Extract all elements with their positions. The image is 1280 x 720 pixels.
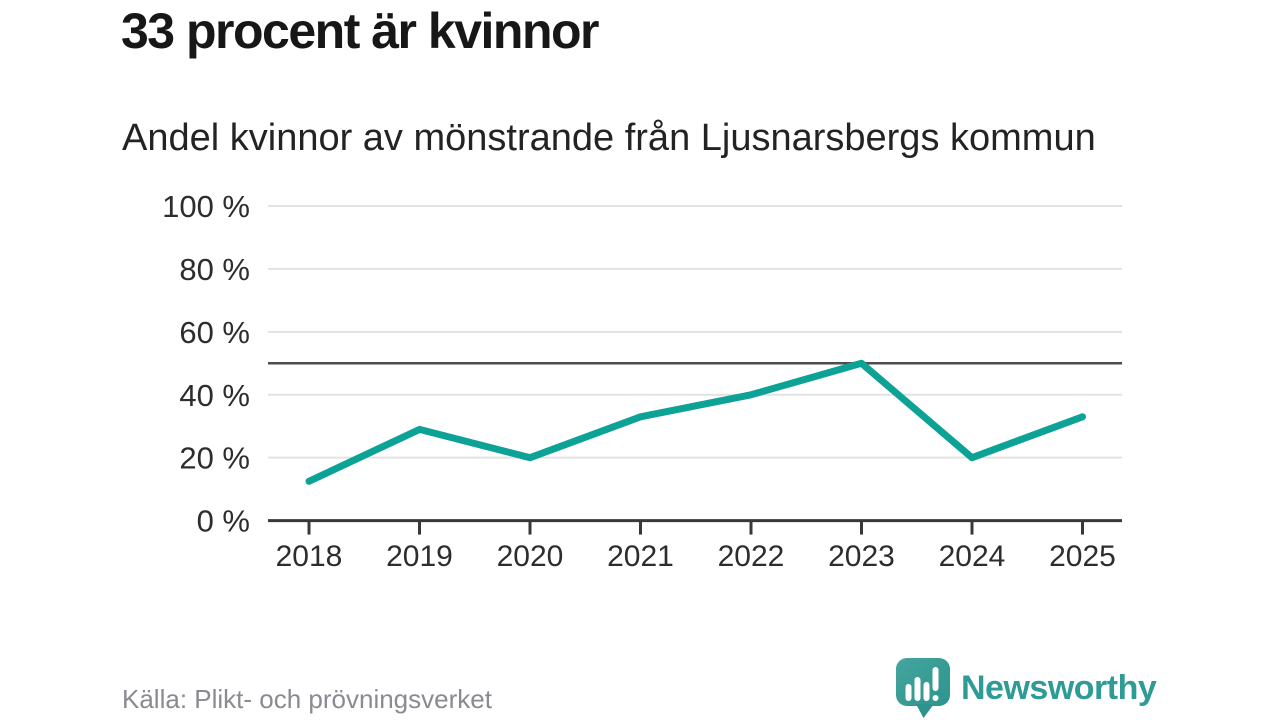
- newsworthy-wordmark: Newsworthy: [961, 668, 1157, 707]
- page-title: 33 procent är kvinnor: [121, 3, 600, 59]
- chart-subtitle: Andel kvinnor av mönstrande från Ljusnar…: [122, 117, 1096, 159]
- x-tick-label: 2021: [607, 540, 674, 573]
- bar-chart-bar-1: [905, 684, 912, 701]
- bar-chart-bar-3: [923, 682, 930, 701]
- newsworthy-icon: [896, 658, 950, 718]
- bar-chart-bar-2: [914, 677, 921, 701]
- source-note: Källa: Plikt- och prövningsverket: [122, 684, 492, 714]
- y-tick-label: 60 %: [179, 315, 250, 350]
- x-tick-label: 2024: [939, 540, 1006, 573]
- exclamation-dot: [932, 695, 939, 701]
- y-tick-label: 0 %: [197, 504, 250, 539]
- y-tick-label: 100 %: [162, 189, 250, 224]
- x-tick-label: 2023: [828, 540, 895, 573]
- y-tick-label: 40 %: [179, 378, 250, 413]
- speech-bubble-shape: [896, 658, 950, 706]
- newsworthy-logo: Newsworthy: [895, 657, 1157, 719]
- exclamation-line: [932, 667, 939, 691]
- y-tick-label: 80 %: [179, 252, 250, 287]
- x-tick-label: 2025: [1049, 540, 1116, 573]
- x-tick-label: 2019: [386, 540, 453, 573]
- speech-bubble-tail: [916, 704, 934, 718]
- x-tick-label: 2022: [718, 540, 785, 573]
- series-line: [305, 359, 1086, 485]
- x-tick-label: 2018: [276, 540, 343, 573]
- line-chart: 0 % 20 % 40 % 60 % 80 % 100 % 2018 2019 2020 2021…: [162, 189, 1122, 573]
- x-tick-label: 2020: [497, 540, 564, 573]
- y-tick-label: 20 %: [179, 441, 250, 476]
